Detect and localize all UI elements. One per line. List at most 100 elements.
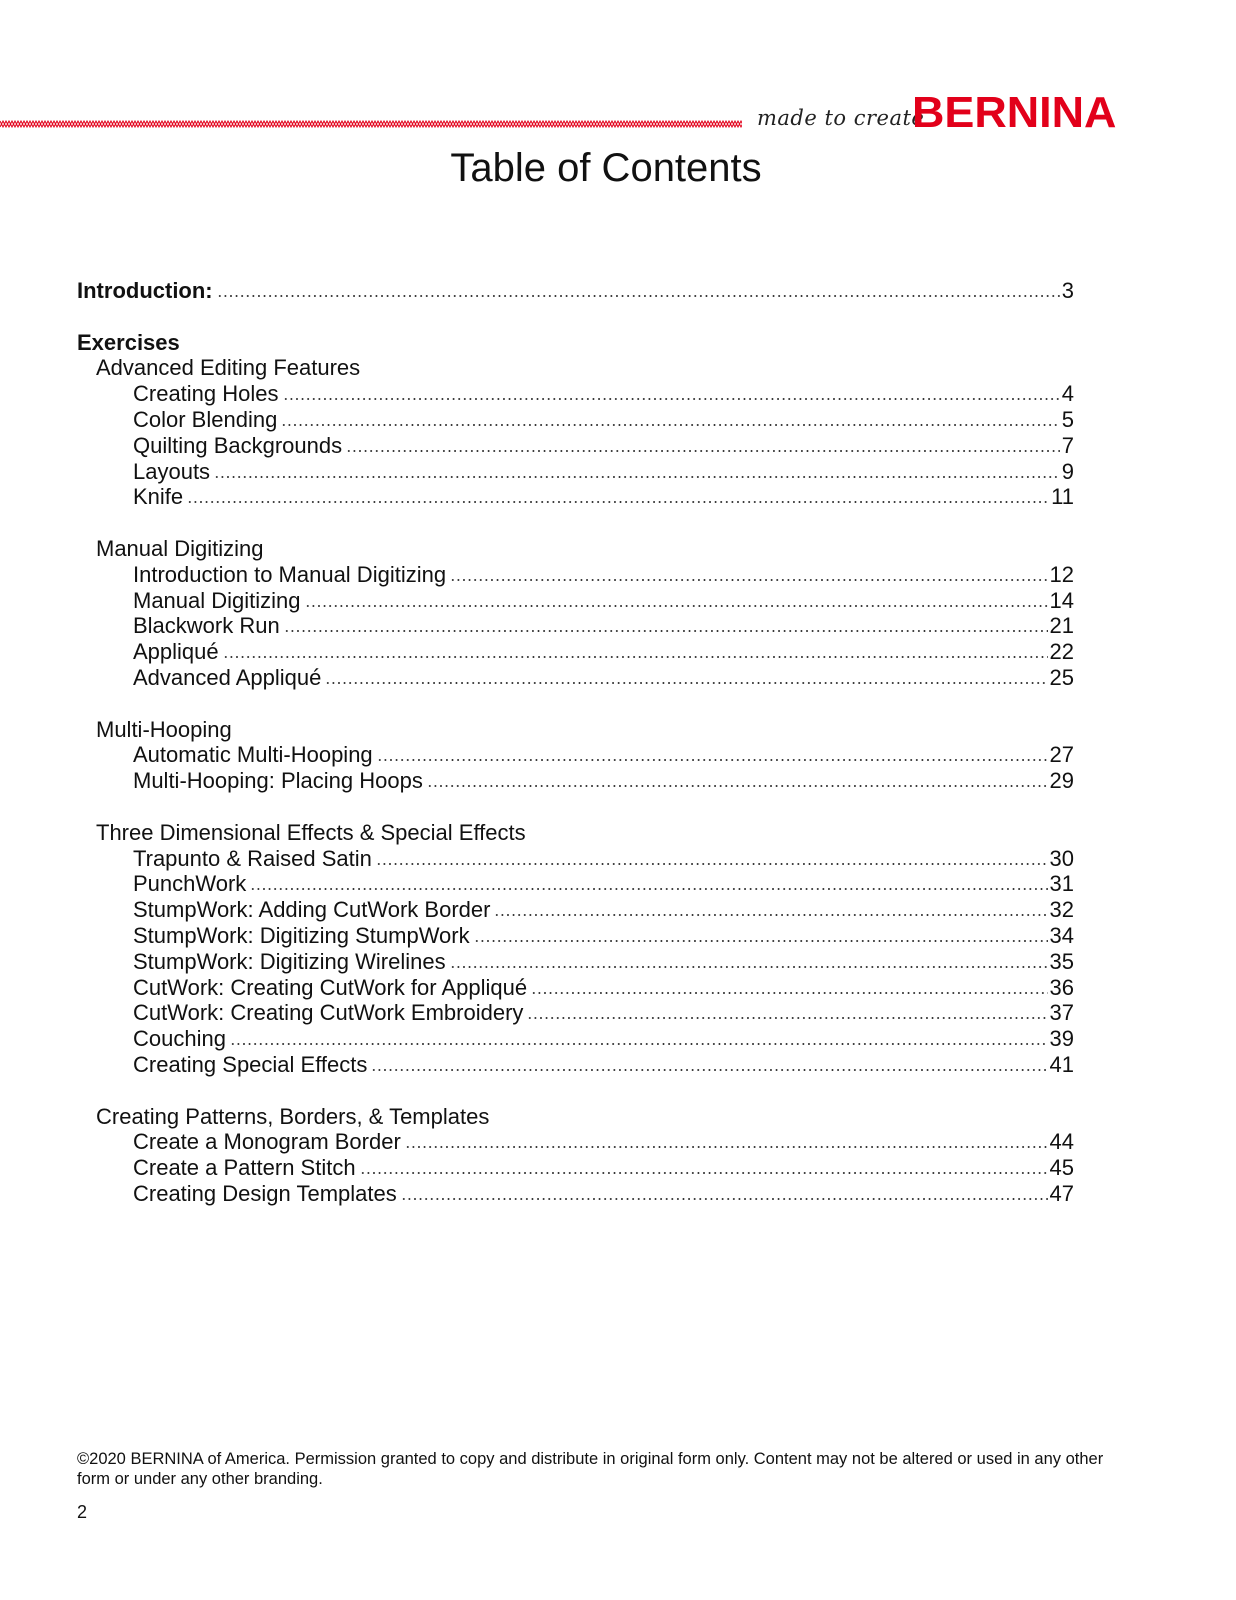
toc-section-heading: Creating Patterns, Borders, & Templates (77, 1104, 1074, 1130)
toc-section-heading: Advanced Editing Features (77, 355, 1074, 381)
toc-page-number: 45 (1049, 1155, 1074, 1181)
toc-page-number: 41 (1049, 1051, 1074, 1077)
toc-entry[interactable]: CutWork: Creating CutWork Embroidery 37 (77, 1000, 1074, 1026)
dot-leader (187, 500, 1050, 505)
toc-entry[interactable]: Trapunto & Raised Satin 30 (77, 846, 1074, 872)
dot-leader (400, 1196, 1048, 1201)
page-title: Table of Contents (450, 146, 762, 190)
toc-label: StumpWork: Digitizing StumpWork (133, 922, 470, 948)
page-number: 2 (77, 1502, 88, 1522)
dot-leader (376, 758, 1048, 763)
toc-page-number: 12 (1049, 561, 1074, 587)
toc-page-number: 31 (1049, 871, 1074, 897)
spacer (77, 691, 1074, 717)
dot-leader (375, 861, 1048, 866)
toc-label: StumpWork: Adding CutWork Border (133, 897, 491, 923)
toc-label: Layouts (133, 458, 211, 484)
toc-page-number: 4 (1061, 381, 1074, 407)
toc-page-number: 7 (1061, 432, 1074, 458)
toc-entry[interactable]: Introduction to Manual Digitizing 12 (77, 562, 1074, 588)
dot-leader (450, 577, 1048, 582)
toc-label: Manual Digitizing (133, 587, 301, 613)
toc-label: Introduction to Manual Digitizing (133, 561, 447, 587)
toc-label: Blackwork Run (133, 613, 280, 639)
toc-label: Manual Digitizing (96, 535, 264, 561)
dot-leader (216, 294, 1060, 298)
toc-entry[interactable]: Create a Pattern Stitch 45 (77, 1155, 1074, 1181)
toc-label: Creating Patterns, Borders, & Templates (96, 1103, 490, 1129)
dot-leader (304, 603, 1048, 608)
toc-label: Advanced Appliqué (133, 664, 322, 690)
toc-label: Exercises (77, 329, 180, 355)
toc-page-number: 39 (1049, 1026, 1074, 1052)
toc-entry[interactable]: Couching 39 (77, 1026, 1074, 1052)
toc-entry[interactable]: Layouts 9 (77, 459, 1074, 485)
toc-label: Advanced Editing Features (96, 355, 361, 381)
toc-label: Creating Special Effects (133, 1051, 368, 1077)
dot-leader (325, 680, 1048, 685)
toc-entry[interactable]: StumpWork: Adding CutWork Border 32 (77, 897, 1074, 923)
toc-page-number: 22 (1049, 639, 1074, 665)
toc-entry[interactable]: Introduction: 3 (77, 278, 1074, 304)
toc-label: Creating Holes (133, 381, 279, 407)
toc-label: Trapunto & Raised Satin (133, 845, 372, 871)
copyright-notice: ©2020 BERNINA of America. Permission gra… (77, 1450, 1104, 1488)
toc-entry[interactable]: PunchWork 31 (77, 871, 1074, 897)
bernina-logo: BERNINA (912, 88, 1117, 137)
brand-tagline: made to create (757, 106, 925, 130)
dot-leader (527, 1016, 1048, 1021)
table-of-contents: Introduction: 3 Exercises Advanced Editing … (77, 278, 1074, 1207)
toc-label: Multi-Hooping: Placing Hoops (133, 768, 423, 794)
toc-entry[interactable]: Blackwork Run 21 (77, 613, 1074, 639)
toc-label: Multi-Hooping (96, 716, 232, 742)
toc-section-heading: Three Dimensional Effects & Special Effe… (77, 820, 1074, 846)
toc-entry[interactable]: Creating Special Effects 41 (77, 1052, 1074, 1078)
toc-page-number: 9 (1061, 458, 1074, 484)
toc-label: Quilting Backgrounds (133, 432, 343, 458)
toc-entry[interactable]: Appliqué 22 (77, 639, 1074, 665)
toc-entry[interactable]: Knife 11 (77, 484, 1074, 510)
toc-label: Create a Monogram Border (133, 1129, 401, 1155)
toc-label: Color Blending (133, 406, 278, 432)
toc-label: Introduction: (77, 278, 213, 303)
toc-page-number: 36 (1049, 974, 1074, 1000)
dot-leader (449, 964, 1048, 969)
dot-leader (250, 887, 1048, 892)
toc-entry[interactable]: Creating Design Templates 47 (77, 1181, 1074, 1207)
toc-entry[interactable]: Automatic Multi-Hooping 27 (77, 742, 1074, 768)
toc-entry[interactable]: Manual Digitizing 14 (77, 588, 1074, 614)
dot-leader (404, 1145, 1048, 1150)
toc-page-number: 47 (1049, 1180, 1074, 1206)
toc-page-number: 29 (1049, 768, 1074, 794)
toc-page-number: 30 (1049, 845, 1074, 871)
toc-entry[interactable]: Creating Holes 4 (77, 381, 1074, 407)
toc-page-number: 34 (1049, 922, 1074, 948)
toc-entry[interactable]: Color Blending 5 (77, 407, 1074, 433)
dot-leader (282, 397, 1060, 402)
dot-leader (371, 1067, 1048, 1072)
spacer (77, 510, 1074, 536)
stitch-border-decoration (0, 119, 742, 129)
toc-entry[interactable]: StumpWork: Digitizing Wirelines 35 (77, 949, 1074, 975)
dot-leader (222, 655, 1048, 660)
toc-label: CutWork: Creating CutWork Embroidery (133, 1000, 524, 1026)
toc-page-number: 27 (1049, 742, 1074, 768)
dot-leader (346, 448, 1060, 453)
toc-label: Three Dimensional Effects & Special Effe… (96, 819, 526, 845)
toc-page-number: 5 (1061, 406, 1074, 432)
toc-label: PunchWork (133, 871, 247, 897)
toc-page-number: 21 (1049, 613, 1074, 639)
toc-label: Create a Pattern Stitch (133, 1155, 356, 1181)
toc-page-number: 25 (1049, 664, 1074, 690)
toc-page-number: 11 (1051, 484, 1074, 510)
toc-entry[interactable]: Multi-Hooping: Placing Hoops 29 (77, 768, 1074, 794)
toc-section-heading: Manual Digitizing (77, 536, 1074, 562)
spacer (77, 794, 1074, 820)
toc-entry[interactable]: Advanced Appliqué 25 (77, 665, 1074, 691)
toc-entry[interactable]: Quilting Backgrounds 7 (77, 433, 1074, 459)
toc-entry[interactable]: StumpWork: Digitizing StumpWork 34 (77, 923, 1074, 949)
toc-page-number: 44 (1049, 1129, 1074, 1155)
toc-page-number: 32 (1049, 897, 1074, 923)
toc-entry[interactable]: CutWork: Creating CutWork for Appliqué 36 (77, 975, 1074, 1001)
toc-entry[interactable]: Create a Monogram Border 44 (77, 1129, 1074, 1155)
